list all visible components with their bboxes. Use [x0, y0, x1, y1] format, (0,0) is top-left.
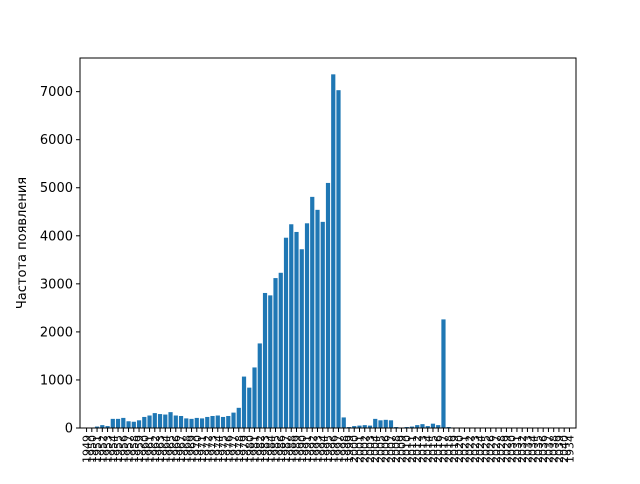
- bar-1966-17: [174, 416, 178, 428]
- y-tick-label: 4000: [40, 229, 73, 244]
- bar-1987-38: [284, 238, 288, 428]
- y-tick-label: 0: [65, 422, 73, 437]
- bar-2013-64: [420, 424, 424, 428]
- y-axis: 0 1000 2000 3000 4000 5000 6000 7000: [40, 85, 80, 436]
- bar-1989-40: [294, 232, 298, 428]
- bar-2005-56: [378, 420, 382, 428]
- bar-1973-24: [210, 416, 214, 428]
- bar-1969-20: [189, 419, 193, 428]
- bar-1995-46: [326, 183, 330, 428]
- bar-1962-13: [153, 413, 157, 428]
- bar-1970-21: [195, 418, 199, 428]
- bar-1956-7: [121, 418, 125, 428]
- bar-1974-25: [216, 416, 220, 428]
- bar-1994-45: [321, 222, 325, 428]
- bar-1954-5: [111, 419, 115, 428]
- y-tick-label: 1000: [40, 373, 73, 388]
- bar-1982-33: [258, 343, 262, 428]
- bar-1963-14: [158, 414, 162, 428]
- bar-1977-28: [231, 413, 235, 428]
- bar-2006-57: [384, 420, 388, 428]
- bar-1996-47: [331, 74, 335, 428]
- x-axis: 1949195019511952195319541955195619571958…: [81, 428, 577, 463]
- bar-1991-42: [305, 223, 309, 428]
- bar-1960-11: [142, 417, 146, 428]
- bar-1967-18: [179, 416, 183, 428]
- bar-1968-19: [184, 418, 188, 428]
- bar-2007-58: [389, 420, 393, 428]
- bar-1979-30: [242, 377, 246, 428]
- bar-1971-22: [200, 418, 204, 428]
- bar-1992-43: [310, 197, 314, 428]
- bar-1980-31: [247, 388, 251, 428]
- bar-1981-32: [252, 367, 256, 428]
- bar-1958-9: [132, 422, 136, 428]
- bar-1986-37: [279, 273, 283, 428]
- bar-2004-55: [373, 419, 377, 428]
- bar-1998-49: [342, 417, 346, 428]
- bar-1984-35: [268, 295, 272, 428]
- y-tick-label: 3000: [40, 277, 73, 292]
- y-tick-label: 6000: [40, 133, 73, 148]
- bar-1988-39: [289, 224, 293, 428]
- bar-1964-15: [163, 415, 167, 428]
- bar-2015-66: [431, 424, 435, 428]
- bar-1975-26: [221, 417, 225, 428]
- bar-1976-27: [226, 416, 230, 428]
- bar-1955-6: [116, 419, 120, 428]
- bar-1983-34: [263, 293, 267, 428]
- bar-1997-48: [336, 90, 340, 428]
- bar-1978-29: [237, 408, 241, 428]
- y-tick-label: 7000: [40, 85, 73, 100]
- bar-1972-23: [205, 417, 209, 428]
- y-tick-label: 5000: [40, 181, 73, 196]
- bar-2017-68: [441, 319, 445, 428]
- bar-1965-16: [168, 412, 172, 428]
- bar-1993-44: [315, 210, 319, 428]
- bar-1959-10: [137, 420, 141, 428]
- bar-1957-8: [126, 421, 130, 428]
- bars-group: [84, 74, 571, 428]
- y-tick-label: 2000: [40, 325, 73, 340]
- bar-1985-36: [273, 278, 277, 428]
- x-tick-label-1934-92: 1934: [563, 435, 576, 463]
- y-axis-label: Частота появления: [15, 177, 30, 309]
- bar-1961-12: [147, 416, 151, 428]
- bar-1990-41: [300, 249, 304, 428]
